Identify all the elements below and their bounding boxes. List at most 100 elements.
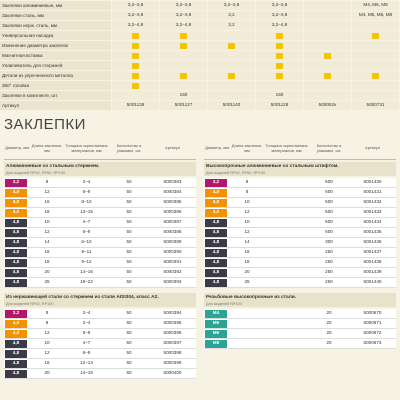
table-cell: 500 (325, 219, 333, 225)
table-cell: 16 (44, 199, 50, 205)
table-cell: 50 (126, 179, 132, 185)
section-subtitle: Для моделей RP40, RP100 (4, 301, 196, 307)
diameter-badge: 4,8 (5, 258, 27, 267)
table-cell: 5001431 (363, 189, 382, 195)
table-cell: 6–9 (82, 330, 91, 336)
diameter-badge: 3,2 (5, 309, 27, 318)
table-row (4, 198, 196, 208)
spec-cell: 3,2–4,8 (256, 11, 303, 20)
feature-dot (132, 82, 139, 89)
column-header: Длина заклепки, мм (230, 138, 264, 160)
spec-label: Магнитная вставка (0, 51, 111, 60)
table-row (4, 178, 196, 188)
diameter-badge: M6 (205, 329, 227, 338)
table-cell: 5000396 (163, 330, 182, 336)
table-cell: 5000383 (163, 179, 182, 185)
table-row (204, 248, 396, 258)
table-cell: 500 (325, 189, 333, 195)
spec-cell (304, 1, 351, 10)
table-cell: 5000388 (163, 229, 182, 235)
table-cell: 18 (244, 259, 250, 265)
diameter-badge: 4,8 (5, 238, 27, 247)
table-cell: 50 (126, 279, 132, 285)
feature-dot (372, 72, 379, 79)
table-row (204, 309, 396, 319)
spec-cell (304, 91, 351, 100)
spec-cell (352, 21, 399, 30)
spec-cell (304, 31, 351, 40)
diameter-badge: 3,2 (5, 178, 27, 187)
diameter-badge: 4,8 (5, 218, 27, 227)
diameter-badge: 4,0 (5, 329, 27, 338)
spec-cell (304, 11, 351, 20)
feature-dot (276, 42, 283, 49)
diameter-badge: 4,8 (205, 278, 227, 287)
feature-dot (276, 52, 283, 59)
table-cell: 12 (44, 189, 50, 195)
table-row (204, 258, 396, 268)
section-heading: ЗАКЛЕПКИ (4, 116, 86, 133)
diameter-badge: 4,8 (205, 228, 227, 237)
table-row (4, 319, 196, 329)
spec-cell (112, 91, 159, 100)
table-row (4, 238, 196, 248)
spec-label: Улавливатель для стержней (0, 61, 111, 70)
table-cell: 2–4 (82, 320, 91, 326)
table-cell: 50 (126, 360, 132, 366)
table-cell: 5000399 (163, 360, 182, 366)
table-cell: 50 (126, 320, 132, 326)
spec-cell: 500052x (304, 101, 351, 110)
table-cell: 5001439 (363, 269, 382, 275)
table-row (4, 278, 196, 288)
table-cell: 5000389 (163, 239, 182, 245)
table-cell: 14 (44, 239, 50, 245)
feature-dot (132, 42, 139, 49)
table-cell: 8 (245, 179, 249, 185)
column-header: Толщина скрепляемых материалов, мм (64, 138, 109, 160)
table-cell: 8 (45, 320, 49, 326)
table-row (204, 188, 396, 198)
table-cell: 8 (45, 179, 49, 185)
spec-cell: 3,2 (208, 21, 255, 30)
table-row (4, 248, 196, 258)
table-cell: 250 (325, 279, 333, 285)
table-cell: 12–14 (80, 360, 93, 366)
diameter-badge: 4,8 (205, 218, 227, 227)
diameter-badge: 4,8 (5, 369, 27, 378)
table-row (4, 268, 196, 278)
table-cell: 16 (44, 249, 50, 255)
table-cell: 50 (126, 259, 132, 265)
table-cell: 250 (325, 259, 333, 265)
section-subtitle: Для моделей RP100 (204, 301, 396, 307)
spec-cell: 3,2–4,8 (160, 11, 207, 20)
spec-label: Артикул (0, 101, 111, 110)
table-row (204, 319, 396, 329)
feature-dot (180, 32, 187, 39)
table-cell: 5001440 (363, 279, 382, 285)
spec-cell (208, 31, 255, 40)
spec-cell: 3,2–4,8 (256, 21, 303, 30)
section-title: Из нержавеющей стали со стержнем из стал… (4, 293, 196, 301)
table-cell: 50 (126, 370, 132, 376)
section-title: Высокопрочные алюминиевые со стальным шт… (204, 162, 396, 170)
table-row (204, 218, 396, 228)
table-cell: 20 (326, 310, 332, 316)
table-row (4, 218, 196, 228)
feature-dot (276, 72, 283, 79)
table-row (204, 278, 396, 288)
diameter-badge: 4,0 (205, 198, 227, 207)
table-cell: 500 (325, 179, 333, 185)
feature-dot (276, 62, 283, 69)
feature-dot (180, 72, 187, 79)
spec-label: Детали из упрочненного металла (0, 71, 111, 80)
feature-dot (132, 32, 139, 39)
table-cell: 5001435 (363, 229, 382, 235)
diameter-badge: M8 (205, 339, 227, 348)
table-cell: 10 (244, 219, 250, 225)
table-cell: 5000393 (163, 279, 182, 285)
spec-cell: 150 (256, 91, 303, 100)
feature-dot (324, 72, 331, 79)
table-cell: 50 (126, 340, 132, 346)
table-cell: 6–9 (82, 189, 91, 195)
